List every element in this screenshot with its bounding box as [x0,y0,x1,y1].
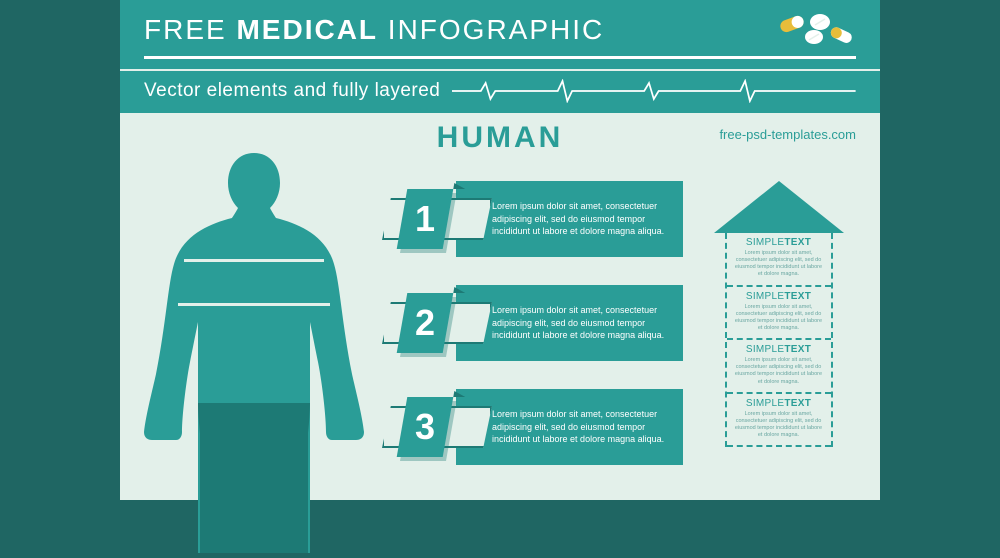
human-figure [144,153,364,558]
ribbon-number: 2 [415,302,435,344]
header: FREE MEDICAL INFOGRAPHIC [120,0,880,69]
ribbon-list: 1 Lorem ipsum dolor sit amet, consectetu… [382,181,683,558]
tower-item-text: Lorem ipsum dolor sit amet, consectetuer… [733,250,825,279]
tower-title-b: TEXT [784,291,811,302]
ribbon-number: 3 [415,406,435,448]
ribbon-number-wrap: 2 [382,285,468,361]
ribbon-text: Lorem ipsum dolor sit amet, consectetuer… [456,181,683,257]
tower-title-b: TEXT [784,344,811,355]
tower: SIMPLETEXT Lorem ipsum dolor sit amet, c… [701,181,856,558]
tower-item-title: SIMPLETEXT [733,344,825,355]
subheader-text: Vector elements and fully layered [144,80,440,102]
tower-item-text: Lorem ipsum dolor sit amet, consectetuer… [733,304,825,333]
tower-item-title: SIMPLETEXT [733,291,825,302]
tower-item: SIMPLETEXT Lorem ipsum dolor sit amet, c… [727,394,831,448]
tower-title-a: SIMPLE [746,344,784,355]
ribbon-item: 2 Lorem ipsum dolor sit amet, consectetu… [382,285,683,361]
tower-item-title: SIMPLETEXT [733,237,825,248]
credit-text: free-psd-templates.com [719,127,856,142]
ribbon-number-plate: 3 [397,397,454,457]
title-part-1: FREE [144,14,236,45]
title-part-bold: MEDICAL [236,14,378,45]
header-divider [144,56,856,59]
tower-arrow-icon [714,181,844,233]
ribbon-number-plate: 2 [397,293,454,353]
ribbon-item: 1 Lorem ipsum dolor sit amet, consectetu… [382,181,683,257]
ribbon-number: 1 [415,198,435,240]
tower-item-text: Lorem ipsum dolor sit amet, consectetuer… [733,357,825,386]
tower-item: SIMPLETEXT Lorem ipsum dolor sit amet, c… [727,233,831,287]
ecg-line-icon [452,79,856,103]
section-title: HUMAN [437,121,564,155]
title-part-2: INFOGRAPHIC [378,14,604,45]
tower-item: SIMPLETEXT Lorem ipsum dolor sit amet, c… [727,340,831,394]
tower-body: SIMPLETEXT Lorem ipsum dolor sit amet, c… [725,233,833,447]
tower-title-b: TEXT [784,237,811,248]
ribbon-number-plate: 1 [397,189,454,249]
ribbon-text: Lorem ipsum dolor sit amet, consectetuer… [456,389,683,465]
tower-item-title: SIMPLETEXT [733,398,825,409]
tower-item: SIMPLETEXT Lorem ipsum dolor sit amet, c… [727,287,831,341]
subheader: Vector elements and fully layered [120,69,880,113]
pills-icon [778,10,856,48]
ribbon-number-wrap: 3 [382,389,468,465]
tower-title-a: SIMPLE [746,237,784,248]
main-area: HUMAN free-psd-templates.com 1 Lorem ips… [120,113,880,558]
ribbon-number-wrap: 1 [382,181,468,257]
ribbon-text: Lorem ipsum dolor sit amet, consectetuer… [456,285,683,361]
tower-title-b: TEXT [784,398,811,409]
ribbon-item: 3 Lorem ipsum dolor sit amet, consectetu… [382,389,683,465]
header-title: FREE MEDICAL INFOGRAPHIC [144,14,856,46]
tower-title-a: SIMPLE [746,291,784,302]
infographic-canvas: FREE MEDICAL INFOGRAPHIC Vector element [120,0,880,500]
tower-title-a: SIMPLE [746,398,784,409]
tower-item-text: Lorem ipsum dolor sit amet, consectetuer… [733,411,825,440]
